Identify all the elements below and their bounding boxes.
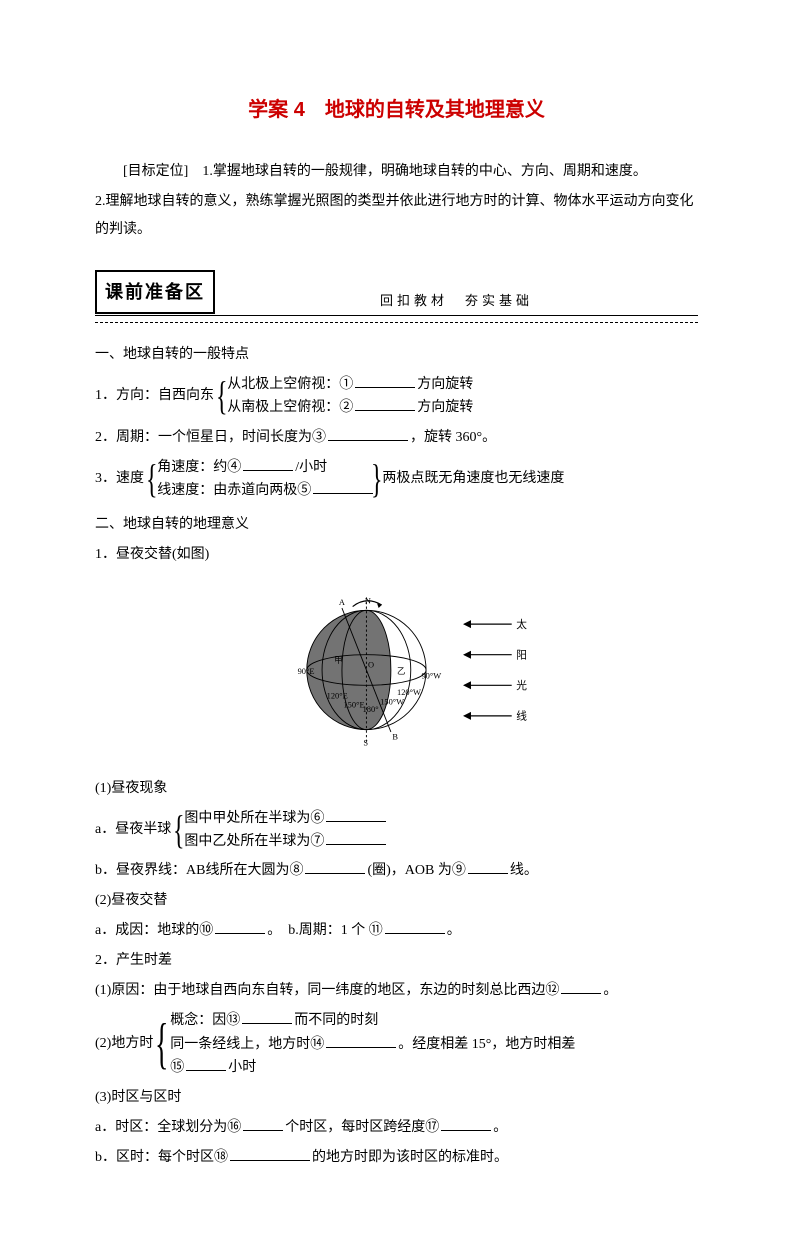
item-1-opt-south: 从南极上空俯视：②方向旋转: [227, 396, 473, 419]
blank-6[interactable]: [326, 807, 386, 822]
blank-1[interactable]: [355, 373, 415, 388]
dashed-rule: [95, 322, 698, 323]
item-time-reason: (1)原因：由于地球自西向东自转，同一纬度的地区，东边的时刻总比西边⑫。: [95, 977, 698, 1005]
heading-2: 二、地球自转的地理意义: [95, 511, 698, 539]
blank-8[interactable]: [305, 859, 365, 874]
hemi-jia: 图中甲处所在半球为⑥: [184, 807, 388, 830]
hemi-yi: 图中乙处所在半球为⑦: [184, 830, 388, 853]
label-90E: 90°E: [297, 666, 314, 675]
label-O: O: [367, 660, 373, 669]
brace-icon: }: [371, 459, 383, 499]
local-time-diff: ⑮小时: [170, 1056, 575, 1079]
item-1-lead: 1．方向：自西向东: [95, 382, 214, 410]
local-time-same-meridian: 同一条经线上，地方时⑭。经度相差 15°，地方时相差: [170, 1033, 575, 1056]
item-timezone: a．时区：全球划分为⑯个时区，每时区跨经度⑰。: [95, 1114, 698, 1142]
hemi-lead: a．昼夜半球: [95, 816, 171, 844]
blank-3[interactable]: [328, 426, 408, 441]
blank-2[interactable]: [355, 396, 415, 411]
label-A: A: [338, 598, 345, 607]
label-180: 180°: [362, 705, 378, 714]
goal-text-1: 掌握地球自转的一般规律，明确地球自转的中心、方向、周期和速度。: [213, 164, 647, 179]
item-terminator: b．昼夜界线：AB线所在大圆为⑧(圈)，AOB 为⑨线。: [95, 857, 698, 885]
blank-16[interactable]: [243, 1116, 283, 1131]
blank-17[interactable]: [441, 1116, 491, 1131]
local-time-lead: (2)地方时: [95, 1030, 153, 1058]
brace-icon: {: [173, 810, 185, 850]
label-yi: 乙: [397, 666, 405, 675]
item-local-time: (2)地方时 { 概念：因⑬而不同的时刻 同一条经线上，地方时⑭。经度相差 15…: [95, 1009, 698, 1079]
ray-label-4: 线: [516, 709, 527, 722]
label-150W: 150°W: [380, 697, 404, 706]
sub-1-1: (1)昼夜现象: [95, 775, 698, 803]
blank-18[interactable]: [230, 1146, 310, 1161]
blank-9[interactable]: [468, 859, 508, 874]
brace-icon: {: [146, 459, 158, 499]
item-day-night-hemi: a．昼夜半球 { 图中甲处所在半球为⑥ 图中乙处所在半球为⑦: [95, 807, 698, 854]
ray-label-2: 阳: [516, 649, 527, 661]
section-bar: 课前准备区 回扣教材 夯实基础: [95, 270, 698, 323]
blank-13[interactable]: [242, 1009, 292, 1024]
brace-icon: {: [155, 1016, 168, 1072]
item-alternation: a．成因：地球的⑩。 b.周期：1 个 ⑪。: [95, 917, 698, 945]
blank-14[interactable]: [326, 1033, 396, 1048]
item-3-linear: 线速度：由赤道向两极⑤: [157, 479, 375, 502]
sub-1-2: (2)昼夜交替: [95, 887, 698, 915]
label-jia: 甲: [334, 656, 342, 665]
section-box-label: 课前准备区: [95, 270, 215, 314]
earth-diagram: A N B S O 甲 乙 90°E 120°E 150°E 180° 150°…: [95, 575, 698, 765]
blank-15[interactable]: [186, 1056, 226, 1071]
label-120E: 120°E: [326, 691, 347, 700]
item-3-angular: 角速度：约④/小时: [157, 456, 375, 479]
sub-2: 2．产生时差: [95, 947, 698, 975]
blank-12[interactable]: [561, 979, 601, 994]
sub-1: 1．昼夜交替(如图): [95, 541, 698, 569]
label-N: N: [364, 596, 370, 605]
blank-4[interactable]: [243, 456, 293, 471]
item-1-opt-north: 从北极上空俯视：①方向旋转: [227, 373, 473, 396]
item-3-speed: 3．速度 { 角速度：约④/小时 线速度：由赤道向两极⑤ } 两极点既无角速度也…: [95, 456, 698, 503]
ray-label-1: 太: [516, 618, 527, 631]
local-time-concept: 概念：因⑬而不同的时刻: [170, 1009, 575, 1032]
ray-label-3: 光: [516, 679, 527, 692]
label-120W: 120°W: [397, 688, 421, 697]
blank-5[interactable]: [313, 479, 373, 494]
item-3-lead: 3．速度: [95, 465, 144, 493]
goal-label: [目标定位] 1.: [123, 164, 213, 179]
label-90W: 90°W: [421, 671, 441, 680]
heading-1: 一、地球自转的一般特点: [95, 341, 698, 369]
item-3-tail: 两极点既无角速度也无线速度: [382, 465, 564, 493]
blank-10[interactable]: [215, 919, 265, 934]
item-2-period: 2．周期：一个恒星日，时间长度为③，旋转 360°。: [95, 424, 698, 452]
section-subtitle: 回扣教材 夯实基础: [215, 288, 698, 314]
label-B: B: [392, 732, 398, 741]
label-S: S: [363, 738, 368, 747]
brace-icon: {: [216, 376, 228, 416]
blank-11[interactable]: [385, 919, 445, 934]
page-title: 学案 4 地球的自转及其地理意义: [95, 90, 698, 130]
blank-7[interactable]: [326, 830, 386, 845]
intro-2: 2.理解地球自转的意义，熟练掌握光照图的类型并依此进行地方时的计算、物体水平运动…: [95, 188, 698, 244]
intro-1: [目标定位] 1.掌握地球自转的一般规律，明确地球自转的中心、方向、周期和速度。: [95, 158, 698, 186]
item-zonetime: b．区时：每个时区⑱的地方时即为该时区的标准时。: [95, 1144, 698, 1172]
label-150E: 150°E: [343, 700, 364, 709]
sub-3: (3)时区与区时: [95, 1084, 698, 1112]
item-1-direction: 1．方向：自西向东 { 从北极上空俯视：①方向旋转 从南极上空俯视：②方向旋转: [95, 373, 698, 420]
